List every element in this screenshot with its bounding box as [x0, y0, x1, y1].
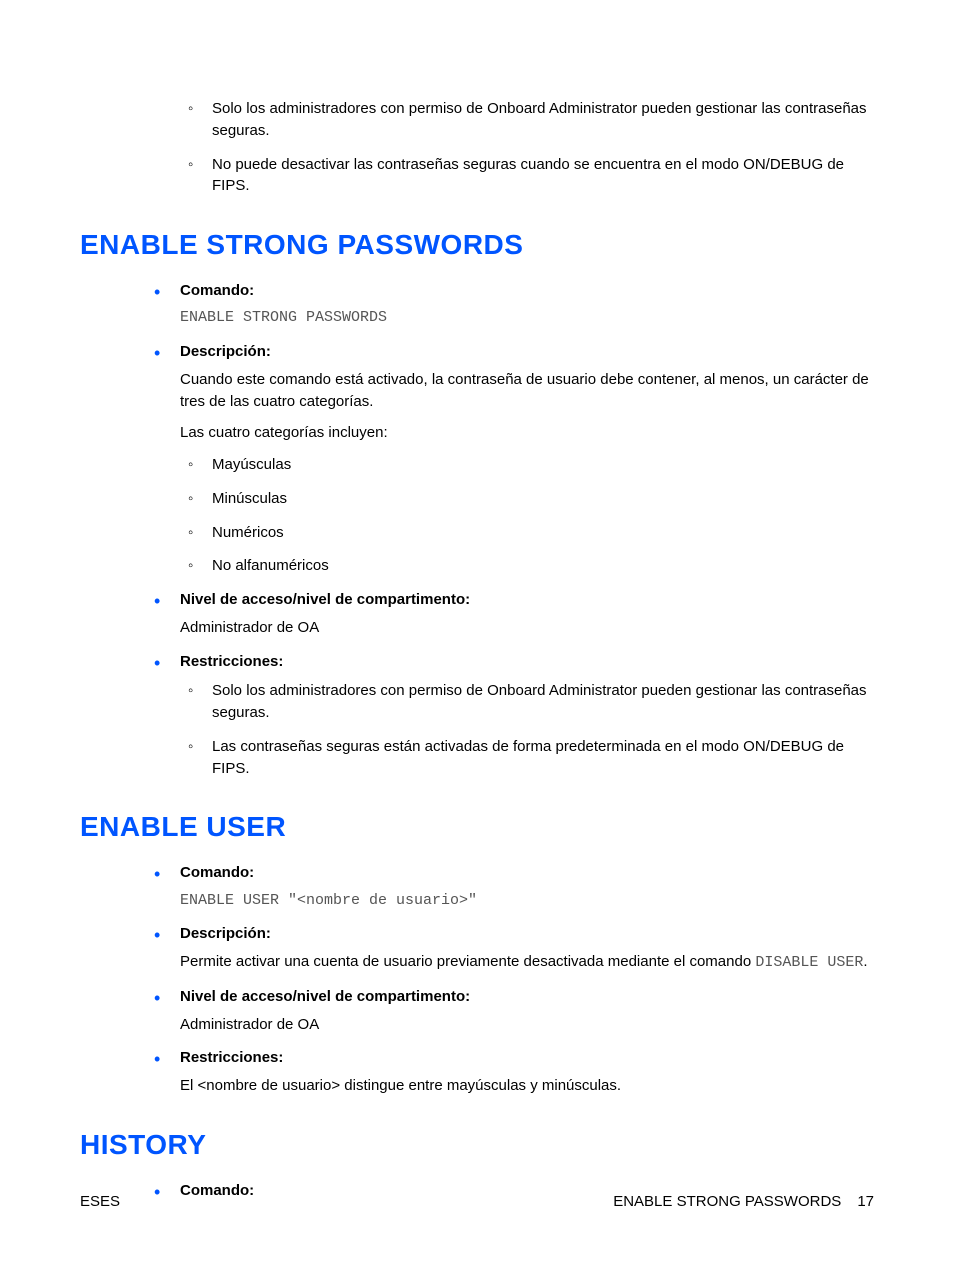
- section2-list: Comando: ENABLE USER "<nombre de usuario…: [80, 862, 874, 1097]
- footer-page-number: 17: [857, 1191, 874, 1213]
- section1-descripcion: Descripción: Cuando este comando está ac…: [180, 341, 874, 577]
- section2-desc-text: Permite activar una cuenta de usuario pr…: [180, 951, 874, 974]
- heading-enable-user: ENABLE USER: [80, 807, 874, 848]
- section1-categories: Mayúsculas Minúsculas Numéricos No alfan…: [180, 454, 874, 577]
- section1-restriction-1: Solo los administradores con permiso de …: [212, 680, 874, 724]
- label-restricciones: Restricciones:: [180, 651, 874, 673]
- footer-title: ENABLE STRONG PASSWORDS: [613, 1191, 841, 1213]
- intro-restriction-2: No puede desactivar las contraseñas segu…: [212, 154, 874, 198]
- section1-desc-intro: Cuando este comando está activado, la co…: [180, 369, 874, 413]
- section2-desc-code: DISABLE USER: [755, 954, 863, 971]
- label-descripcion-2: Descripción:: [180, 923, 874, 945]
- label-comando: Comando:: [180, 280, 874, 302]
- intro-list: Solo los administradores con permiso de …: [80, 98, 874, 197]
- section2-nivel: Nivel de acceso/nivel de compartimento: …: [180, 986, 874, 1036]
- section1-nivel-value: Administrador de OA: [180, 617, 874, 639]
- heading-history: HISTORY: [80, 1125, 874, 1166]
- category-1: Mayúsculas: [212, 454, 874, 476]
- section1-comando-code: ENABLE STRONG PASSWORDS: [180, 307, 874, 329]
- category-2: Minúsculas: [212, 488, 874, 510]
- intro-restriction-1: Solo los administradores con permiso de …: [212, 98, 874, 142]
- section2-nivel-value: Administrador de OA: [180, 1014, 874, 1036]
- section2-desc-pre: Permite activar una cuenta de usuario pr…: [180, 953, 755, 970]
- page-content: Solo los administradores con permiso de …: [80, 98, 874, 1201]
- heading-enable-strong-passwords: ENABLE STRONG PASSWORDS: [80, 225, 874, 266]
- label-comando-2: Comando:: [180, 862, 874, 884]
- section2-comando-code: ENABLE USER "<nombre de usuario>": [180, 890, 874, 912]
- intro-item: Solo los administradores con permiso de …: [180, 98, 874, 197]
- section2-restriction-text: El <nombre de usuario> distingue entre m…: [180, 1075, 874, 1097]
- page-footer: ESES ENABLE STRONG PASSWORDS 17: [80, 1191, 874, 1213]
- section1-nivel: Nivel de acceso/nivel de compartimento: …: [180, 589, 874, 639]
- footer-left: ESES: [80, 1191, 120, 1213]
- label-nivel-2: Nivel de acceso/nivel de compartimento:: [180, 986, 874, 1008]
- section1-restricciones: Restricciones: Solo los administradores …: [180, 651, 874, 780]
- section1-list: Comando: ENABLE STRONG PASSWORDS Descrip…: [80, 280, 874, 780]
- category-4: No alfanuméricos: [212, 555, 874, 577]
- intro-sublist: Solo los administradores con permiso de …: [180, 98, 874, 197]
- label-restricciones-2: Restricciones:: [180, 1047, 874, 1069]
- section2-restricciones: Restricciones: El <nombre de usuario> di…: [180, 1047, 874, 1097]
- section2-descripcion: Descripción: Permite activar una cuenta …: [180, 923, 874, 974]
- section2-desc-post: .: [863, 953, 867, 970]
- label-nivel: Nivel de acceso/nivel de compartimento:: [180, 589, 874, 611]
- category-3: Numéricos: [212, 522, 874, 544]
- label-descripcion: Descripción:: [180, 341, 874, 363]
- section1-restriction-2: Las contraseñas seguras están activadas …: [212, 736, 874, 780]
- section1-desc-sub: Las cuatro categorías incluyen:: [180, 422, 874, 444]
- footer-right: ENABLE STRONG PASSWORDS 17: [613, 1191, 874, 1213]
- section1-comando: Comando: ENABLE STRONG PASSWORDS: [180, 280, 874, 330]
- section2-comando: Comando: ENABLE USER "<nombre de usuario…: [180, 862, 874, 912]
- section1-restriction-list: Solo los administradores con permiso de …: [180, 680, 874, 779]
